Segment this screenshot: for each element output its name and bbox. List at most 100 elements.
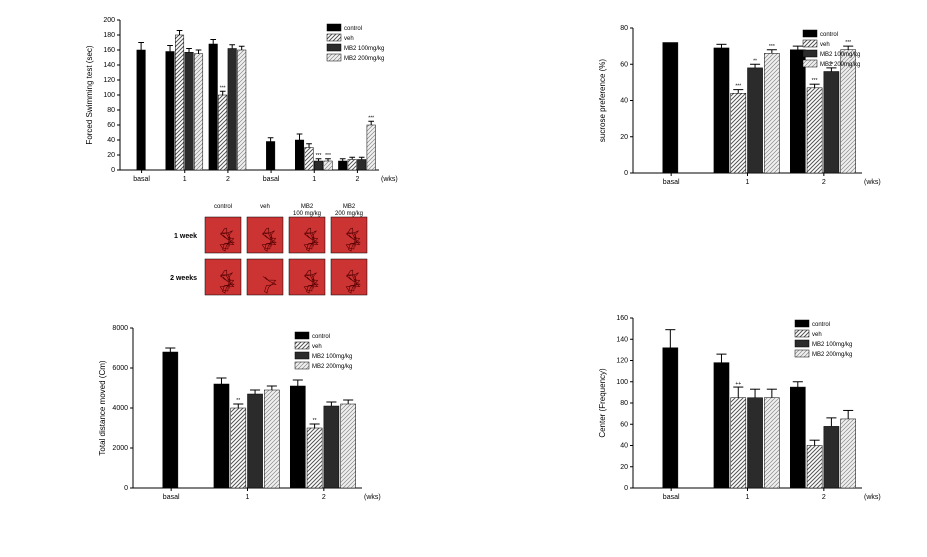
bar <box>764 398 779 488</box>
svg-text:***: *** <box>220 85 226 91</box>
bar <box>764 53 779 173</box>
legend-label: MB2 200mg/kg <box>312 364 352 370</box>
bar <box>324 161 333 170</box>
bar <box>237 50 246 170</box>
figure-page: 020406080100120140160180200Forced Swimmi… <box>0 0 927 557</box>
legend-swatch <box>327 44 341 51</box>
bar <box>185 52 194 170</box>
svg-text:***: *** <box>325 153 331 159</box>
svg-text:8000: 8000 <box>112 325 128 332</box>
bar <box>209 44 218 170</box>
svg-text:4000: 4000 <box>112 405 128 412</box>
svg-text:20: 20 <box>107 152 115 159</box>
bar <box>731 93 746 173</box>
svg-text:sucrose preference (%): sucrose preference (%) <box>598 59 607 142</box>
fst-chart: 020406080100120140160180200Forced Swimmi… <box>82 12 387 197</box>
svg-text:0: 0 <box>624 485 628 492</box>
bar <box>824 426 839 488</box>
bar <box>714 48 729 173</box>
svg-text:40: 40 <box>620 98 628 105</box>
bar <box>357 160 366 171</box>
legend-swatch <box>803 40 817 47</box>
svg-text:0: 0 <box>124 485 128 492</box>
bar <box>348 160 357 171</box>
bar <box>314 161 323 170</box>
svg-text:80: 80 <box>107 107 115 114</box>
svg-text:(wks): (wks) <box>381 176 398 183</box>
legend-swatch <box>803 60 817 67</box>
bar <box>324 406 339 488</box>
svg-text:0: 0 <box>624 170 628 177</box>
svg-text:basal: basal <box>163 494 180 501</box>
bar <box>367 125 376 170</box>
svg-text:20: 20 <box>620 134 628 141</box>
bar <box>305 148 314 171</box>
legend-swatch <box>803 30 817 37</box>
legend-label: MB2 100mg/kg <box>812 342 852 348</box>
svg-text:2: 2 <box>226 176 230 183</box>
svg-text:140: 140 <box>616 336 628 343</box>
bar <box>663 43 678 174</box>
svg-text:2: 2 <box>355 176 359 183</box>
sucrose-chart: 020406080sucrose preference (%)basal****… <box>595 20 870 200</box>
svg-text:MB2: MB2 <box>301 204 314 210</box>
svg-text:40: 40 <box>620 443 628 450</box>
legend-label: MB2 200mg/kg <box>344 56 384 62</box>
legend-swatch <box>295 352 309 359</box>
legend-swatch <box>327 34 341 41</box>
bar <box>841 419 856 488</box>
svg-text:MB2: MB2 <box>343 204 356 210</box>
svg-text:***: *** <box>735 84 741 90</box>
bar <box>748 398 763 488</box>
bar <box>194 54 203 170</box>
legend-label: MB2 100mg/kg <box>820 52 860 58</box>
legend-swatch <box>295 342 309 349</box>
legend-swatch <box>795 320 809 327</box>
svg-text:***: *** <box>812 78 818 84</box>
svg-text:160: 160 <box>103 47 115 54</box>
legend-label: MB2 100mg/kg <box>344 46 384 52</box>
bar <box>790 50 805 173</box>
svg-text:1: 1 <box>246 494 250 501</box>
bar <box>307 428 322 488</box>
legend-label: MB2 200mg/kg <box>812 352 852 358</box>
svg-text:1: 1 <box>746 494 750 501</box>
svg-text:control: control <box>214 204 232 210</box>
bar <box>807 88 822 173</box>
svg-text:200: 200 <box>103 17 115 24</box>
legend-swatch <box>795 330 809 337</box>
svg-text:100 mg/kg: 100 mg/kg <box>293 211 321 217</box>
bar <box>163 352 178 488</box>
svg-text:180: 180 <box>103 32 115 39</box>
legend-label: control <box>344 26 362 32</box>
svg-text:2: 2 <box>822 494 826 501</box>
svg-text:Center (Frequency): Center (Frequency) <box>598 368 607 438</box>
legend-label: veh <box>820 42 830 48</box>
legend-label: control <box>820 32 838 38</box>
bar <box>338 161 347 170</box>
svg-text:**: ** <box>313 418 317 424</box>
svg-text:basal: basal <box>663 179 680 186</box>
svg-text:***: *** <box>845 40 851 46</box>
bar <box>824 72 839 174</box>
legend-label: MB2 200mg/kg <box>820 62 860 68</box>
svg-text:(wks): (wks) <box>864 179 881 186</box>
svg-text:0: 0 <box>111 167 115 174</box>
legend-swatch <box>327 24 341 31</box>
bar <box>214 384 229 488</box>
svg-text:60: 60 <box>620 421 628 428</box>
svg-text:100: 100 <box>616 379 628 386</box>
svg-text:1: 1 <box>746 179 750 186</box>
svg-text:160: 160 <box>616 315 628 322</box>
svg-text:++: ++ <box>735 381 741 387</box>
bar <box>295 140 304 170</box>
bar <box>731 398 746 488</box>
bar <box>266 142 275 171</box>
svg-text:(wks): (wks) <box>864 494 881 501</box>
svg-text:120: 120 <box>616 358 628 365</box>
tracking-panel: controlvehMB2100 mg/kgMB2200 mg/kg1 week… <box>175 203 380 308</box>
svg-text:200 mg/kg: 200 mg/kg <box>335 211 363 217</box>
bar <box>841 50 856 173</box>
legend-label: control <box>312 334 330 340</box>
svg-text:Forced Swimming test (sec): Forced Swimming test (sec) <box>85 45 94 144</box>
